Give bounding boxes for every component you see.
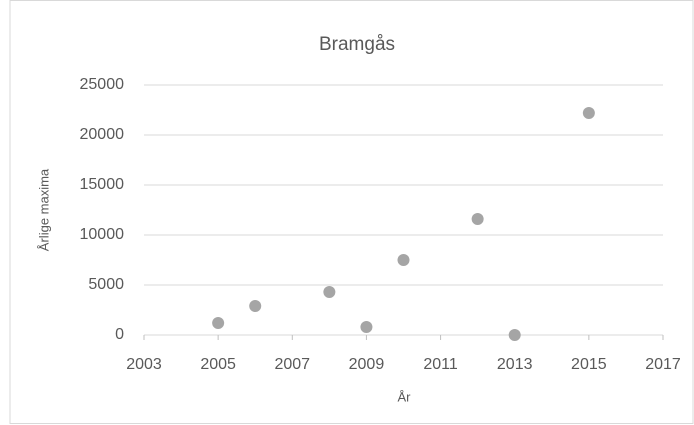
x-tick-label: 2009 (349, 356, 385, 373)
x-tick-label: 2003 (126, 356, 162, 373)
x-axis-label: År (398, 389, 412, 404)
x-tick-label: 2007 (274, 356, 310, 373)
point (360, 321, 373, 333)
point (212, 317, 225, 329)
y-tick-label: 10000 (80, 226, 125, 243)
x-tick-label: 2011 (423, 356, 458, 373)
y-tick-label: 25000 (80, 76, 125, 93)
y-tick-label: 15000 (80, 176, 125, 193)
point (582, 107, 595, 119)
y-tick-label: 0 (115, 326, 124, 343)
point (508, 329, 521, 341)
point (323, 286, 336, 298)
point (249, 300, 262, 312)
point (471, 213, 484, 225)
point (397, 254, 410, 266)
chart-title: Bramgås (319, 34, 395, 55)
x-tick-label: 2005 (200, 356, 236, 373)
x-tick-label: 2017 (645, 356, 681, 373)
chart-frame (9, 0, 694, 424)
y-tick-label: 5000 (88, 276, 124, 293)
x-tick-label: 2015 (571, 356, 607, 373)
x-tick-label: 2013 (497, 356, 533, 373)
y-tick-label: 20000 (80, 126, 125, 143)
y-axis-label: Årlige maxima (36, 168, 51, 251)
